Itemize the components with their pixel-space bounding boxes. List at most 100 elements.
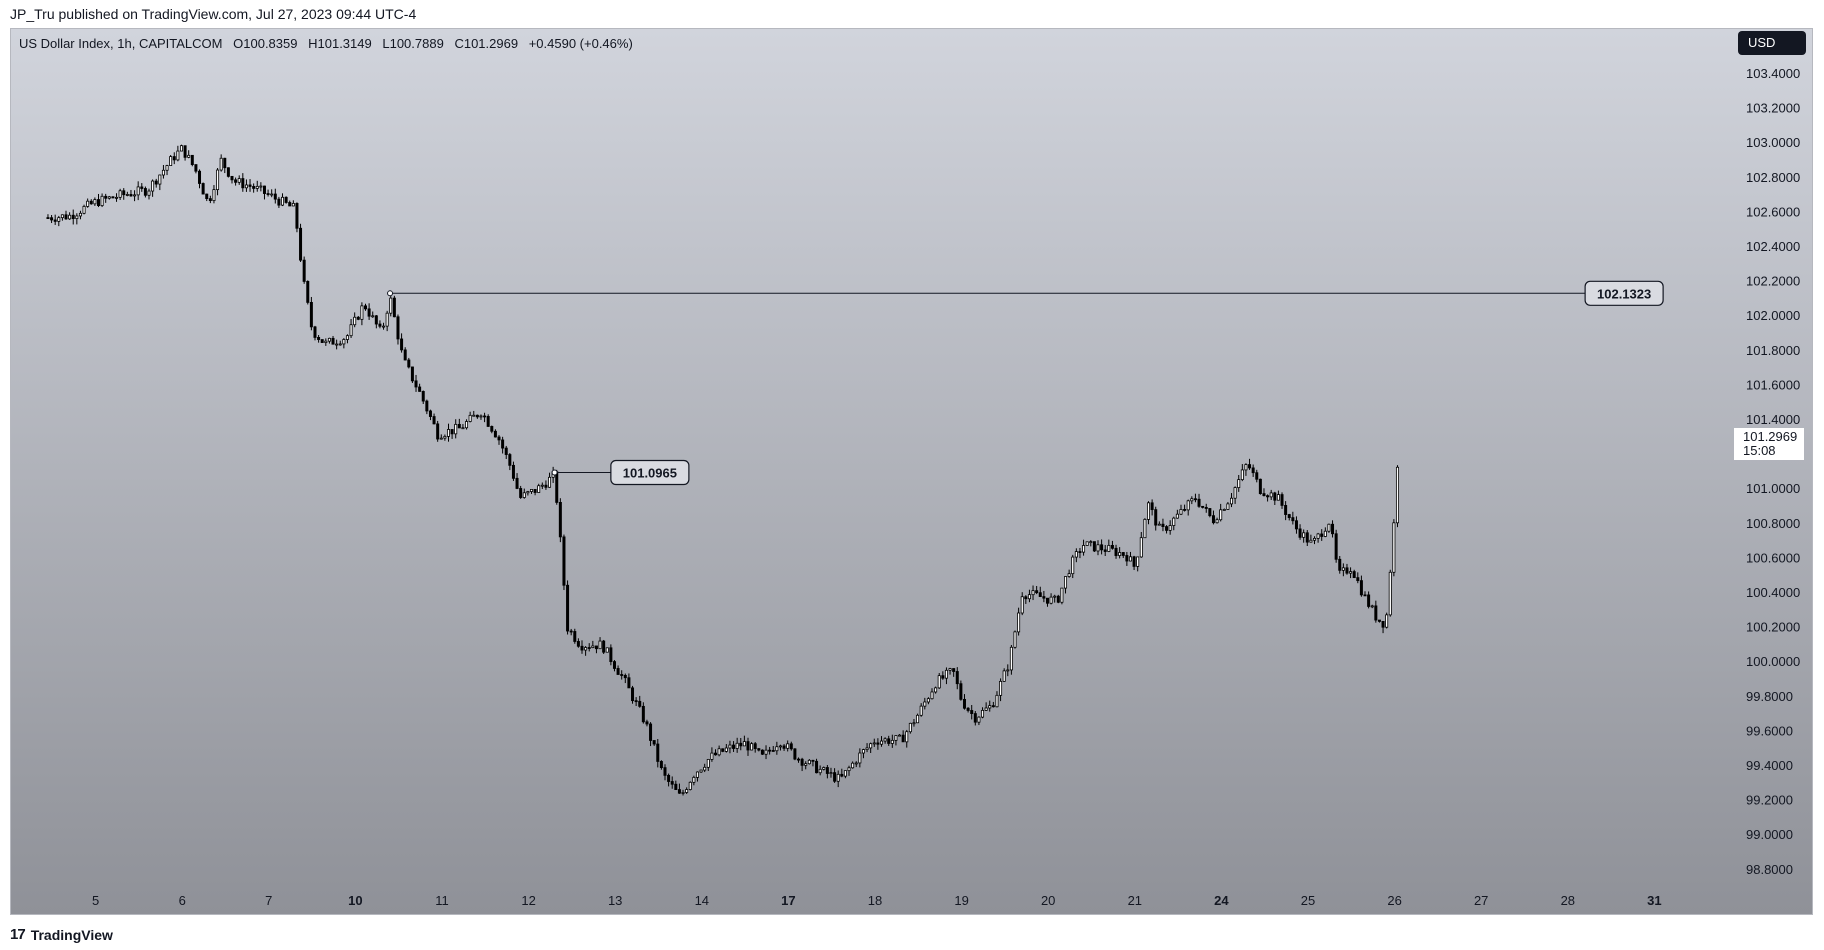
candle-body xyxy=(208,198,212,201)
candle-body xyxy=(735,742,739,749)
candle-body xyxy=(815,760,819,774)
candle-body xyxy=(977,716,981,723)
candle-body xyxy=(609,647,613,662)
candle-body xyxy=(544,484,548,488)
candle-body xyxy=(64,214,68,220)
candle-body xyxy=(400,338,404,351)
candle-body xyxy=(1060,587,1064,603)
candle-body xyxy=(216,169,220,191)
candle-body xyxy=(1244,464,1248,471)
candle-body xyxy=(1136,556,1140,567)
level-price-box xyxy=(610,459,690,486)
legend-low: L100.7889 xyxy=(382,36,444,51)
candle-body xyxy=(1341,567,1345,571)
level-anchor-point xyxy=(551,469,558,476)
candle-body xyxy=(96,199,100,207)
candle-body xyxy=(60,214,64,219)
candle-body xyxy=(244,184,248,189)
price-tick-label: 100.6000 xyxy=(1746,550,1800,565)
candle-body xyxy=(1172,517,1176,526)
candle-body xyxy=(555,471,559,503)
candlestick-chart[interactable]: 102.1323 101.0965 103.4000 103.2000 103.000… xyxy=(11,29,1813,915)
chart-frame[interactable]: 102.1323 101.0965 103.4000 103.2000 103.000… xyxy=(10,28,1813,915)
candle-body xyxy=(944,669,948,679)
candle-body xyxy=(1020,596,1024,614)
candle-body xyxy=(1085,541,1089,546)
candle-body xyxy=(1240,469,1244,481)
candle-body xyxy=(1154,509,1158,526)
time-tick-label: 6 xyxy=(179,893,186,908)
candle-body xyxy=(1139,537,1143,558)
legend-change: +0.4590 (+0.46%) xyxy=(528,36,633,51)
level-anchor-point xyxy=(387,290,394,297)
candle-body xyxy=(115,196,119,199)
candle-body xyxy=(1064,576,1068,589)
price-tick-label: 100.4000 xyxy=(1746,585,1800,600)
candle-body xyxy=(677,789,681,794)
candle-body xyxy=(811,759,815,762)
candle-body xyxy=(1147,502,1151,520)
candle-body xyxy=(154,180,158,185)
tradingview-brand[interactable]: 17 TradingView xyxy=(10,926,113,943)
time-tick-label: 28 xyxy=(1561,893,1575,908)
price-tick-label: 99.0000 xyxy=(1746,827,1793,842)
price-tick-label: 102.0000 xyxy=(1746,308,1800,323)
candle-body xyxy=(1327,523,1331,532)
time-tick-label: 17 xyxy=(781,893,795,908)
candle-body xyxy=(317,337,321,340)
time-tick-label: 11 xyxy=(435,893,449,908)
candle-body xyxy=(638,700,642,707)
currency-button[interactable]: USD xyxy=(1738,31,1806,55)
candle-body xyxy=(68,214,72,220)
bar-countdown: 15:08 xyxy=(1743,442,1776,458)
candle-body xyxy=(757,748,761,751)
candle-body xyxy=(988,705,992,709)
candle-body xyxy=(1248,464,1252,469)
candle-body xyxy=(912,722,916,725)
candle-body xyxy=(522,492,526,498)
price-tick-label: 101.8000 xyxy=(1746,343,1800,358)
candle-body xyxy=(1208,508,1212,517)
candle-body xyxy=(1071,556,1075,575)
candle-body xyxy=(1312,537,1316,541)
price-tick-label: 99.2000 xyxy=(1746,793,1793,808)
candle-body xyxy=(407,359,411,368)
time-tick-label: 13 xyxy=(608,893,622,908)
time-tick-label: 21 xyxy=(1128,893,1142,908)
candle-body xyxy=(746,741,750,751)
candle-body xyxy=(1027,594,1031,600)
candle-body xyxy=(1356,577,1360,582)
price-tick-label: 99.8000 xyxy=(1746,689,1793,704)
candle-body xyxy=(295,203,299,229)
time-tick-label: 24 xyxy=(1214,893,1229,908)
candle-body xyxy=(573,631,577,642)
time-tick-label: 20 xyxy=(1041,893,1055,908)
candle-body xyxy=(1338,558,1342,571)
candle-body xyxy=(1049,596,1053,604)
candle-body xyxy=(266,193,270,195)
candle-body xyxy=(822,767,826,770)
candle-body xyxy=(768,749,772,752)
candle-body xyxy=(93,199,97,205)
candle-body xyxy=(732,744,736,749)
candle-body xyxy=(782,745,786,749)
candle-body xyxy=(1316,533,1320,539)
level-price-label: 101.0965 xyxy=(623,466,677,481)
candle-body xyxy=(800,758,804,766)
candle-body xyxy=(1204,507,1208,509)
candle-body xyxy=(371,315,375,318)
candle-body xyxy=(789,743,793,750)
candle-body xyxy=(948,668,952,671)
candle-body xyxy=(1367,594,1371,607)
candle-body xyxy=(1179,509,1183,515)
candle-body xyxy=(681,792,685,794)
candle-body xyxy=(1222,509,1226,511)
candle-body xyxy=(169,156,173,166)
price-tick-label: 99.4000 xyxy=(1746,758,1793,773)
candle-body xyxy=(205,193,209,200)
candle-body xyxy=(133,194,137,197)
candle-body xyxy=(255,185,259,189)
candle-body xyxy=(1385,614,1389,628)
candle-body xyxy=(349,324,353,337)
